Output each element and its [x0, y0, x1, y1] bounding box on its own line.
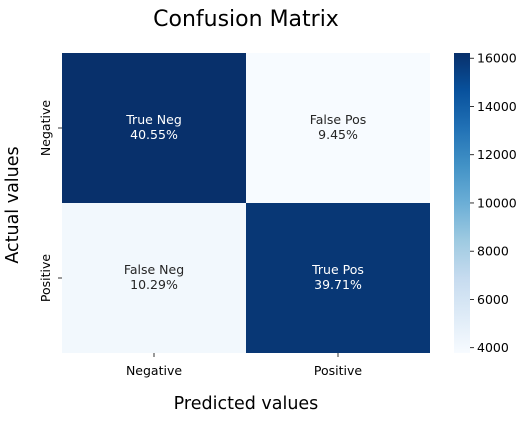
chart-title: Confusion Matrix [153, 7, 339, 32]
y-tick-label: Positive [38, 254, 53, 302]
colorbar-tick-label: 10000 [477, 195, 517, 210]
y-axis-title: Actual values [3, 146, 23, 263]
colorbar-tick-label: 6000 [477, 292, 509, 307]
colorbar-tick-label: 8000 [477, 244, 509, 259]
x-axis: Negative Positive [126, 353, 362, 378]
y-tick-label: Negative [38, 100, 53, 156]
colorbar-tick-label: 4000 [477, 340, 509, 355]
heatmap-cell [62, 203, 246, 353]
cell-label: False Pos [310, 112, 367, 127]
x-axis-title: Predicted values [174, 394, 319, 414]
x-tick-label: Positive [314, 363, 362, 378]
colorbar-tick-label: 16000 [477, 51, 517, 66]
cell-percent: 9.45% [318, 127, 358, 142]
cell-percent: 39.71% [314, 277, 362, 292]
colorbar-tick-label: 12000 [477, 147, 517, 162]
heatmap-cell [246, 203, 430, 353]
colorbar-tick-label: 14000 [477, 99, 517, 114]
heatmap-cell [246, 53, 430, 203]
x-tick-label: Negative [126, 363, 182, 378]
cell-label: True Neg [125, 112, 182, 127]
cell-label: False Neg [124, 262, 184, 277]
cell-percent: 10.29% [130, 277, 178, 292]
y-axis: Negative Positive [38, 100, 62, 302]
colorbar [454, 53, 470, 353]
colorbar-ticks: 4000 6000 8000 10000 12000 14000 16000 [470, 51, 517, 355]
heatmap-cell [62, 53, 246, 203]
cell-percent: 40.55% [130, 127, 178, 142]
cell-label: True Pos [311, 262, 364, 277]
